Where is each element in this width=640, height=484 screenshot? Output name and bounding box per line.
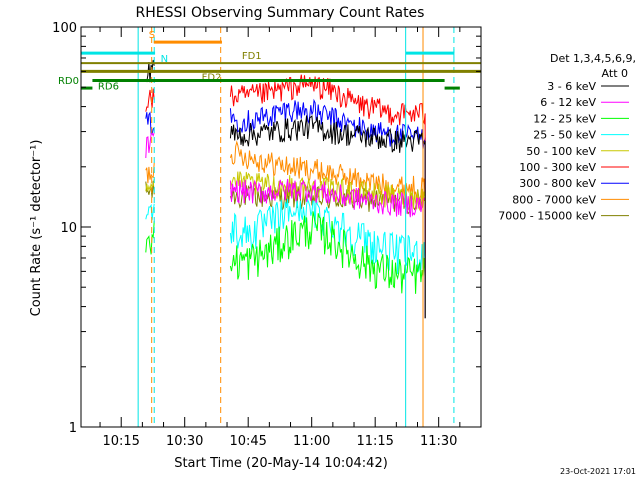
y-tick-label: 1	[69, 421, 77, 436]
series-trace	[145, 132, 155, 159]
axes: 1 10 100 10:15 10:30 10:45 11:00 11:15 11:30	[52, 21, 482, 449]
x-tick-label: 11:00	[293, 434, 330, 449]
legend-label: 12 - 25 keV	[533, 112, 596, 125]
x-axis-label: Start Time (20-May-14 10:04:42)	[174, 456, 388, 471]
series-trace	[145, 88, 155, 112]
legend-label: 50 - 100 keV	[526, 145, 596, 158]
y-axis-label: Count Rate (s⁻¹ detector⁻¹)	[29, 140, 44, 317]
x-tick-label: 11:15	[356, 434, 393, 449]
series-trace	[229, 115, 426, 153]
legend-label: 25 - 50 keV	[533, 129, 596, 142]
flag-bars: S N FD1 FD2 RD0 RD6	[58, 30, 481, 93]
legend-label: 300 - 800 keV	[519, 177, 596, 190]
series-trace	[145, 178, 155, 192]
series-trace	[229, 171, 426, 211]
chart-title: RHESSI Observing Summary Count Rates	[136, 5, 425, 21]
flag-label: S	[149, 30, 155, 41]
flag-label: FD2	[202, 72, 222, 83]
series-trace	[145, 203, 155, 221]
y-tick-label: 100	[52, 21, 77, 36]
series-trace	[229, 197, 426, 275]
series-trace	[229, 140, 426, 201]
footer-date: 23-Oct-2021 17:01	[560, 467, 636, 476]
series-trace	[229, 178, 426, 218]
flag-label: RD6	[98, 82, 119, 93]
legend-label: 800 - 7000 keV	[512, 193, 596, 206]
legend-header-line-1: Det 1,3,4,5,6,9,	[550, 52, 636, 65]
legend-label: 6 - 12 keV	[540, 96, 596, 109]
flag-label: N	[161, 54, 168, 65]
plot-content	[137, 27, 455, 427]
legend-header-line-2: Att 0	[602, 67, 628, 80]
legend: Det 1,3,4,5,6,9, Att 0 3 - 6 keV 6 - 12 k…	[498, 52, 636, 223]
x-tick-label: 10:15	[102, 434, 139, 449]
x-tick-label: 10:30	[166, 434, 203, 449]
series-trace	[145, 221, 155, 255]
flag-label: FD1	[242, 51, 262, 62]
legend-label: 7000 - 15000 keV	[498, 210, 596, 223]
y-tick-label: 10	[60, 221, 77, 236]
legend-label: 3 - 6 keV	[547, 80, 596, 93]
x-tick-label: 11:30	[420, 434, 457, 449]
series-trace	[229, 74, 426, 126]
series-trace	[145, 111, 155, 135]
legend-label: 100 - 300 keV	[519, 161, 596, 174]
x-tick-label: 10:45	[229, 434, 266, 449]
flag-label: RD0	[58, 76, 79, 87]
series-trace	[229, 211, 426, 294]
series-trace	[229, 98, 426, 150]
series-trace	[145, 162, 155, 184]
